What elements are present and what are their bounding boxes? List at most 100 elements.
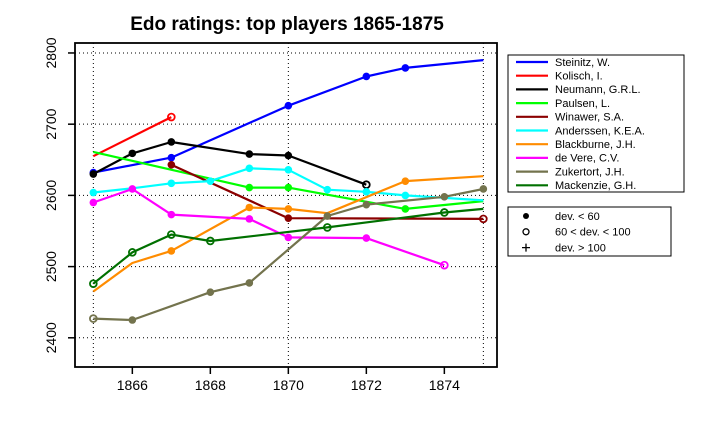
series-steinitz-w: [89, 59, 484, 177]
data-point-filled: [284, 165, 293, 174]
data-point-filled: [89, 188, 98, 197]
series-anderssen-k-e-a: [89, 164, 484, 202]
data-point-filled: [245, 215, 254, 223]
legend-item-steinitz-w: Steinitz, W.: [516, 57, 610, 69]
data-point-filled: [128, 149, 137, 158]
series-kolisch-i: [92, 112, 176, 158]
data-point-filled: [479, 185, 488, 193]
y-tick-label: 2800: [43, 37, 59, 68]
data-point-filled: [284, 233, 293, 242]
legend-item-neumann-g-r-l: Neumann, G.R.L.: [516, 84, 641, 96]
legend-item-anderssen-k-e-a: Anderssen, K.E.A.: [516, 125, 645, 137]
open-circle-icon: [522, 228, 530, 236]
x-tick-label: 1870: [273, 377, 304, 393]
data-point-filled: [128, 185, 137, 193]
series-line: [92, 116, 172, 158]
series-line: [92, 175, 484, 293]
legend-item-label: de Vere, C.V.: [555, 153, 619, 165]
data-point-open: [479, 214, 488, 224]
data-point-filled: [128, 316, 137, 324]
filled-circle-icon: [523, 213, 529, 219]
legend-item-label: Anderssen, K.E.A.: [555, 125, 645, 137]
deviation-legend-label: dev. < 60: [555, 211, 600, 223]
data-point-filled: [401, 205, 410, 213]
legend-item-paulsen-l: Paulsen, L.: [516, 98, 610, 110]
data-point-filled: [245, 279, 254, 287]
data-point-filled: [362, 188, 371, 196]
deviation-legend-box: [507, 206, 672, 257]
series-line: [93, 167, 484, 202]
data-point-open: [440, 260, 449, 270]
y-tick-label: 2500: [43, 251, 59, 282]
data-point-open: [167, 112, 176, 122]
data-point-open: [206, 236, 215, 246]
legend-item-label: Zukertort, J.H.: [555, 166, 625, 178]
series-de-vere-c-v: [89, 185, 449, 270]
series-line: [92, 207, 484, 285]
x-tick-label: 1872: [351, 377, 382, 393]
data-point-filled: [167, 138, 176, 146]
data-point-filled: [167, 210, 176, 219]
legend-item-de-vere-c-v: de Vere, C.V.: [516, 153, 619, 165]
legend-item-label: Blackburne, J.H.: [555, 139, 636, 151]
data-point-open: [323, 223, 332, 232]
legend-item-mackenzie-g-h: Mackenzie, G.H.: [516, 180, 636, 192]
x-tick-label: 1868: [195, 377, 226, 393]
legend-item-label: Kolisch, I.: [555, 71, 603, 83]
legend-layer: Steinitz, W. Kolisch, I.Neumann, G.R.L. Pa…: [507, 54, 685, 257]
series-legend: Steinitz, W. Kolisch, I.Neumann, G.R.L. Pa…: [507, 54, 685, 193]
data-point-filled: [401, 64, 410, 72]
series-line: [92, 187, 445, 267]
legend-item-label: Steinitz, W.: [555, 57, 610, 69]
data-point-filled: [323, 185, 332, 194]
deviation-legend-label: dev. > 100: [555, 242, 606, 254]
y-tick-label: 2400: [43, 322, 59, 353]
data-point-filled: [440, 193, 449, 201]
legend-item-dev-60: dev. < 60: [523, 211, 600, 223]
legend-item-kolisch-i: Kolisch, I.: [516, 71, 603, 83]
chart-title: Edo ratings: top players 1865-1875: [130, 14, 444, 35]
data-point-filled: [245, 164, 254, 173]
data-point-filled: [89, 170, 98, 178]
deviation-legend-label: 60 < dev. < 100: [555, 227, 631, 239]
data-point-filled: [245, 150, 254, 158]
data-point-filled: [362, 72, 371, 81]
data-point-filled: [284, 214, 293, 222]
deviation-legend: dev. < 60 60 < dev. < 100 dev. > 100: [507, 206, 672, 257]
series-layer: [89, 59, 488, 324]
data-point-filled: [167, 160, 176, 169]
series-line: [93, 59, 484, 174]
data-point-filled: [206, 177, 215, 185]
data-point-filled: [167, 179, 176, 188]
data-point-filled: [401, 177, 410, 185]
data-point-filled: [167, 247, 176, 255]
series-mackenzie-g-h: [89, 207, 484, 288]
data-point-filled: [206, 288, 215, 297]
data-point-filled: [284, 205, 293, 213]
legend-item-label: Paulsen, L.: [555, 98, 610, 110]
axis-layer: 1866 1868 1870 1872 1874 2400 2500 2600 2700 2800: [43, 37, 498, 393]
series-line: [92, 140, 367, 186]
data-point-filled: [323, 212, 332, 220]
data-point-open: [89, 279, 98, 288]
data-point-open: [440, 208, 449, 217]
data-point-open: [167, 230, 176, 239]
data-point-filled: [362, 200, 371, 209]
legend-item-label: Mackenzie, G.H.: [555, 180, 636, 192]
series-legend-box: [507, 54, 685, 193]
data-point-open: [128, 248, 137, 257]
legend-item-dev-100: dev. > 100: [522, 242, 606, 254]
data-point-filled: [245, 203, 254, 212]
data-point-filled: [89, 198, 98, 207]
y-tick-label: 2600: [43, 180, 59, 211]
series-line: [93, 187, 484, 322]
legend-item-60-dev-100: 60 < dev. < 100: [522, 227, 631, 239]
data-point-filled: [401, 191, 410, 200]
series-zukertort-j-h: [89, 185, 488, 324]
y-tick-label: 2700: [43, 108, 59, 139]
plus-icon: [522, 243, 530, 252]
legend-item-label: Neumann, G.R.L.: [555, 84, 641, 96]
series-neumann-g-r-l: [89, 138, 371, 190]
legend-item-blackburne-j-h: Blackburne, J.H.: [516, 139, 636, 151]
